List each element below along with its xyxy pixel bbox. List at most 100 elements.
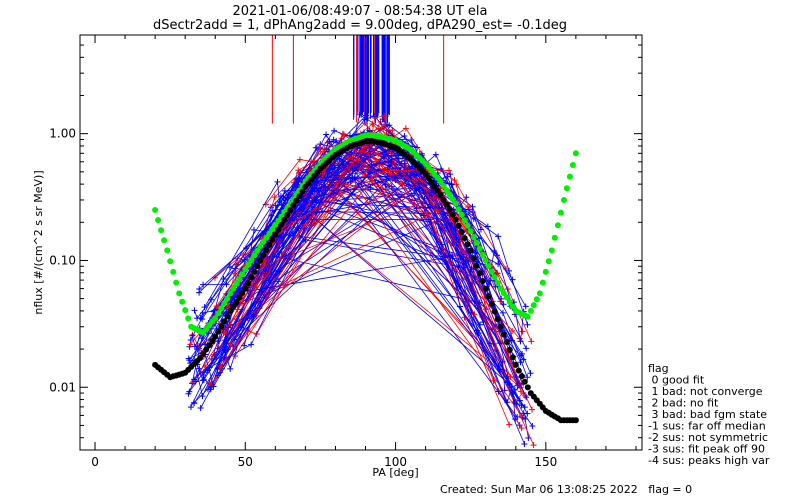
series-green-point [257,243,264,249]
scatter-point [529,422,536,429]
scatter-point [447,171,454,178]
scatter-point [227,365,234,372]
series-black-point [482,285,489,292]
scatter-point [369,120,376,127]
series-black-point [470,255,477,262]
scatter-point [362,143,369,150]
series-green-point [440,182,447,189]
series-black-point [491,308,498,315]
series-green-point [248,257,255,264]
series-green-point [173,279,180,286]
series-black-point [269,236,276,243]
scatter-point [223,281,230,288]
scatter-point [305,202,312,209]
series-black-point [503,339,510,345]
series-green-point [509,303,516,310]
scatter-point [388,183,395,190]
scatter-point [199,309,206,316]
series-green-point [542,268,549,275]
profile-line [233,170,495,345]
series-black-point [434,187,441,194]
series-green-point [236,276,243,282]
series-black-point [422,171,429,178]
series-green-point [215,310,222,317]
series-green-point [452,200,459,207]
scatter-point [381,167,388,174]
series-green-point [455,206,462,213]
scatter-point [293,175,300,182]
scatter-point [368,161,375,168]
scatter-point [492,346,499,353]
scatter-point [506,267,513,274]
scatter-point [211,307,218,314]
series-green-point [461,217,468,224]
series-black-point [473,262,480,269]
series-green-point [266,230,273,237]
legend-entry: 0 good fit [648,374,705,387]
x-tick-label: 0 [91,455,99,469]
scatter-point [191,343,198,350]
series-black-point [257,257,264,264]
legend-entry: 3 bad: bad fgm state [648,408,767,421]
series-green-point [251,252,258,259]
series-black-point [287,207,294,213]
series-green-point [482,257,489,264]
series-black-point [197,355,204,361]
scatter-point [363,112,370,119]
scatter-point [493,270,500,277]
scatter-point [371,114,378,121]
scatter-point [519,328,526,335]
series-black-point [245,280,252,286]
scatter-point [239,300,246,307]
scatter-point [430,194,437,201]
x-tick-label: 100 [384,455,407,469]
series-green-point [494,280,501,286]
series-black-point [440,196,447,203]
scatter-point [361,171,368,178]
series-green-point [437,178,444,185]
series-green-point [524,313,531,320]
scatter-point [199,377,206,384]
scatter-point [524,410,531,417]
series-black-point [497,323,504,330]
scatter-point [495,261,502,268]
series-black-point [212,333,219,340]
profile-line [347,152,511,378]
series-green-point [539,279,546,286]
series-green-point [245,261,252,268]
series-black-point [251,268,258,275]
series-green-point [230,285,237,292]
scatter-point [473,327,480,334]
series-green-point [467,228,474,235]
scatter-point [513,373,520,380]
series-black-point [479,278,486,284]
series-black-point [296,193,303,200]
series-black-point [449,211,456,218]
plot-frame [79,34,643,451]
scatter-point [518,412,525,419]
scatter-point [466,206,473,213]
scatter-point [225,324,232,331]
series-black-point [446,206,453,213]
scatter-point [313,209,320,216]
scatter-point [186,388,193,395]
scatter-point [386,122,393,129]
series-green-point [170,268,177,275]
scatter-point [201,304,208,311]
scatter-point [187,341,194,348]
scatter-point [358,148,365,155]
series-green-point [155,217,162,224]
scatter-point [206,364,213,371]
scatter-point [455,263,462,270]
y-tick-label: 0.01 [49,380,76,394]
scatter-point [442,258,449,265]
series-green-point [269,226,276,233]
scatter-point [516,397,523,404]
series-black-point [509,354,516,361]
profile-line [216,169,450,307]
scatter-point [524,321,531,328]
scatter-point [402,125,409,132]
profile-line [229,165,498,268]
series-green-point [572,150,579,157]
scatter-point [199,316,206,323]
